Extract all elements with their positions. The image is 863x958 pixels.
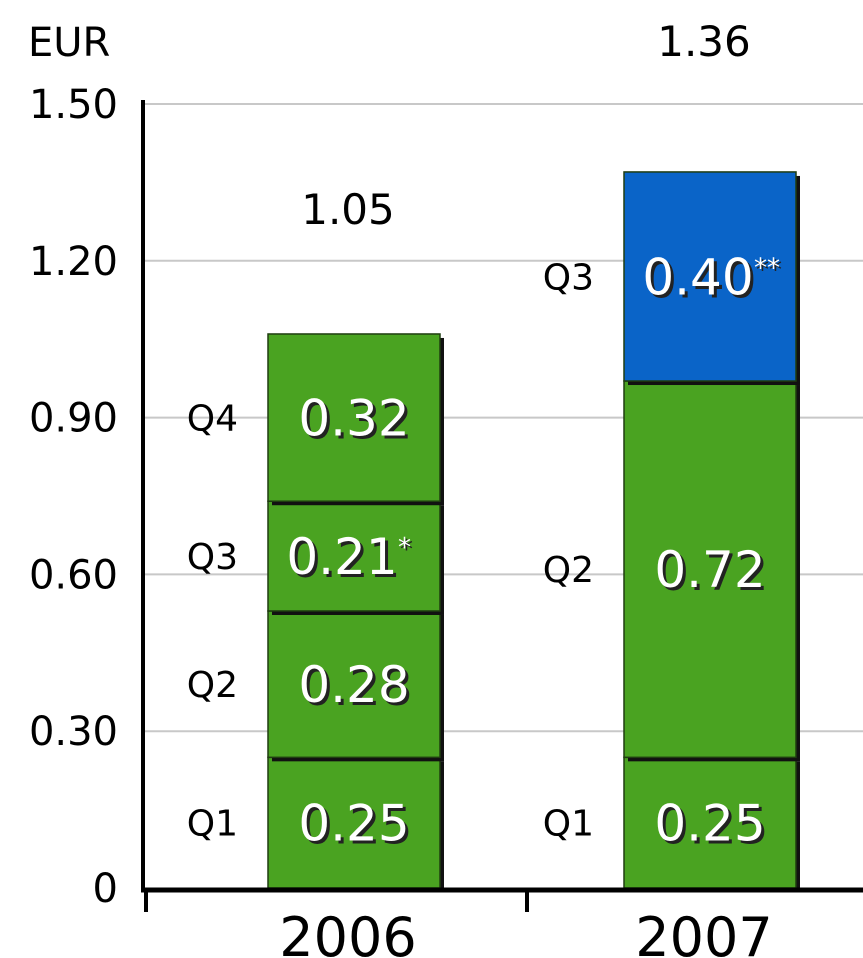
segment-value-shadow: 0.32: [301, 393, 412, 451]
segment-value-label: 0.28: [298, 656, 409, 714]
x-tick-label: 2006: [279, 906, 416, 958]
quarter-label: Q1: [187, 804, 238, 845]
y-tick-label: 0: [93, 866, 118, 912]
segment-2006-q1: [267, 756, 441, 889]
segment-2007-q2: [623, 380, 797, 759]
y-tick-label: 0.30: [29, 709, 118, 755]
segment-value-shadow: 0.25: [657, 798, 768, 856]
segment-2006-q2: [267, 610, 441, 759]
segment-2007-q1: [623, 756, 797, 889]
x-axis-ticks: 2006 2007: [279, 906, 772, 958]
segment-value-shadow: 0.21: [289, 531, 400, 589]
y-axis-ticks: 0 0.30 0.60 0.90 1.20 1.50: [29, 82, 118, 912]
quarter-label: Q1: [543, 804, 594, 845]
segment-value-shadow: 0.25: [301, 798, 412, 856]
segment-2007-q3: [623, 171, 797, 382]
quarter-label: Q2: [543, 550, 594, 591]
segment-value-label: 0.40: [642, 248, 753, 306]
segment-value-shadow: 0.40: [645, 251, 756, 309]
y-tick-label: 0.60: [29, 552, 118, 598]
y-tick-label: 1.20: [29, 239, 118, 285]
segment-value-label: 0.32: [298, 390, 409, 448]
axes: [141, 100, 863, 912]
segment-value-label: 0.72: [654, 541, 765, 599]
quarter-label: Q2: [187, 665, 238, 706]
y-unit-label: EUR: [28, 20, 110, 66]
footnote-mark-shadow: *: [400, 535, 413, 565]
footnote-mark: *: [398, 533, 411, 563]
quarter-label: Q3: [543, 257, 594, 298]
quarter-label: Q4: [187, 399, 238, 440]
footnote-mark: **: [754, 253, 780, 283]
x-tick-label: 2007: [635, 906, 772, 958]
segment-value-label: 0.25: [654, 795, 765, 853]
segment-2006-q3: [267, 500, 441, 612]
y-tick-label: 0.90: [29, 396, 118, 442]
segment-2006-q4: [267, 333, 441, 502]
segment-value-shadow: 0.72: [657, 544, 768, 602]
y-tick-label: 1.50: [29, 82, 118, 128]
bar-total-label: 1.36: [657, 17, 751, 66]
segment-value-shadow: 0.28: [301, 659, 412, 717]
segment-value-label: 0.25: [298, 795, 409, 853]
quarter-label: Q3: [187, 537, 238, 578]
segment-value-label: 0.21: [286, 528, 397, 586]
bar-total-label: 1.05: [301, 185, 395, 234]
footnote-mark-shadow: **: [756, 255, 782, 285]
